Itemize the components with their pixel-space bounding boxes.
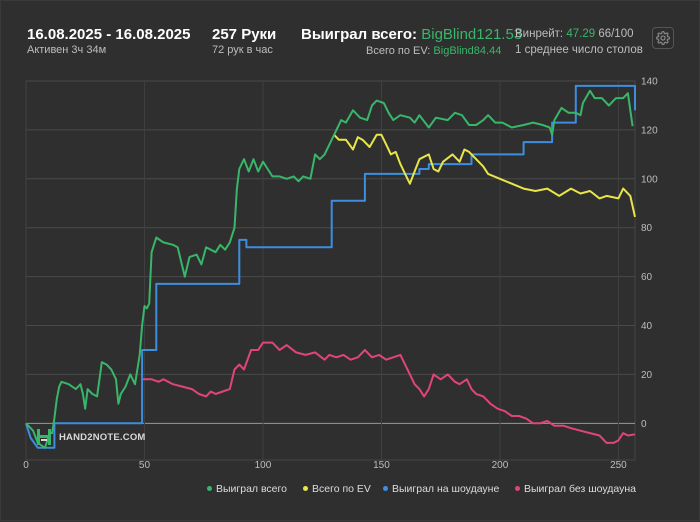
x-tick-label: 150: [373, 460, 390, 471]
x-tick-label: 200: [492, 460, 509, 471]
winrate-label: Винрейт:: [515, 28, 564, 40]
y-tick-label: 60: [641, 272, 653, 283]
y-tick-label: 120: [641, 125, 658, 136]
x-tick-label: 250: [610, 460, 627, 471]
gear-icon: [656, 31, 670, 45]
y-tick-label: 0: [641, 419, 647, 430]
hand2note-logo-icon: [37, 429, 51, 445]
watermark: HAND2NOTE.COM: [35, 428, 146, 446]
y-tick-label: 40: [641, 321, 653, 332]
y-tick-label: 140: [641, 77, 658, 88]
legend-label-ev: Всего по EV: [312, 483, 371, 495]
legend-swatch-showdown: [383, 485, 388, 491]
x-tick-label: 100: [255, 460, 272, 471]
winrate-value: 47.29: [566, 28, 596, 40]
hands-count: 257 Руки: [212, 26, 277, 43]
series-line-non-showdown: [142, 341, 636, 444]
legend-item-ev[interactable]: Всего по EV: [303, 483, 371, 495]
winrate: Винрейт: 47.29 66/100: [515, 28, 634, 40]
legend-swatch-won: [207, 485, 212, 491]
ev-total-value: BigBlind84.44: [433, 45, 502, 57]
ev-total: Всего по EV: BigBlind84.44: [366, 45, 501, 57]
date-range: 16.08.2025 - 16.08.2025: [27, 26, 191, 43]
series-line-showdown: [25, 84, 636, 449]
y-tick-label: 20: [641, 370, 653, 381]
y-tick-label: 100: [641, 174, 658, 185]
watermark-text: HAND2NOTE.COM: [59, 431, 146, 443]
won-total-label: Выиграл всего:: [301, 26, 418, 43]
active-time: Активен 3ч 34м: [27, 44, 107, 56]
ev-total-label: Всего по EV:: [366, 45, 431, 57]
legend-swatch-non-showdown: [515, 485, 520, 491]
won-total: Выиграл всего: BigBlind121.53: [301, 26, 522, 43]
legend-label-won: Выиграл всего: [216, 483, 287, 495]
x-tick-label: 50: [139, 460, 151, 471]
legend-item-non-showdown[interactable]: Выиграл без шоудауна: [515, 483, 636, 495]
series-line-won: [25, 89, 634, 449]
legend-item-won[interactable]: Выиграл всего: [207, 483, 287, 495]
winrate-rest: 66/100: [598, 28, 634, 40]
settings-button[interactable]: [652, 27, 674, 49]
series-line-ev: [333, 133, 636, 218]
y-tick-label: 80: [641, 223, 653, 234]
won-total-value: BigBlind121.53: [421, 26, 523, 43]
legend-label-non-showdown: Выиграл без шоудауна: [524, 483, 636, 495]
x-tick-label: 0: [23, 460, 29, 471]
legend-item-showdown[interactable]: Выиграл на шоудауне: [383, 483, 499, 495]
legend-swatch-ev: [303, 485, 308, 491]
hands-per-hour: 72 рук в час: [212, 44, 273, 56]
avg-tables: 1 среднее число столов: [515, 44, 643, 56]
legend-label-showdown: Выиграл на шоудауне: [392, 483, 500, 495]
